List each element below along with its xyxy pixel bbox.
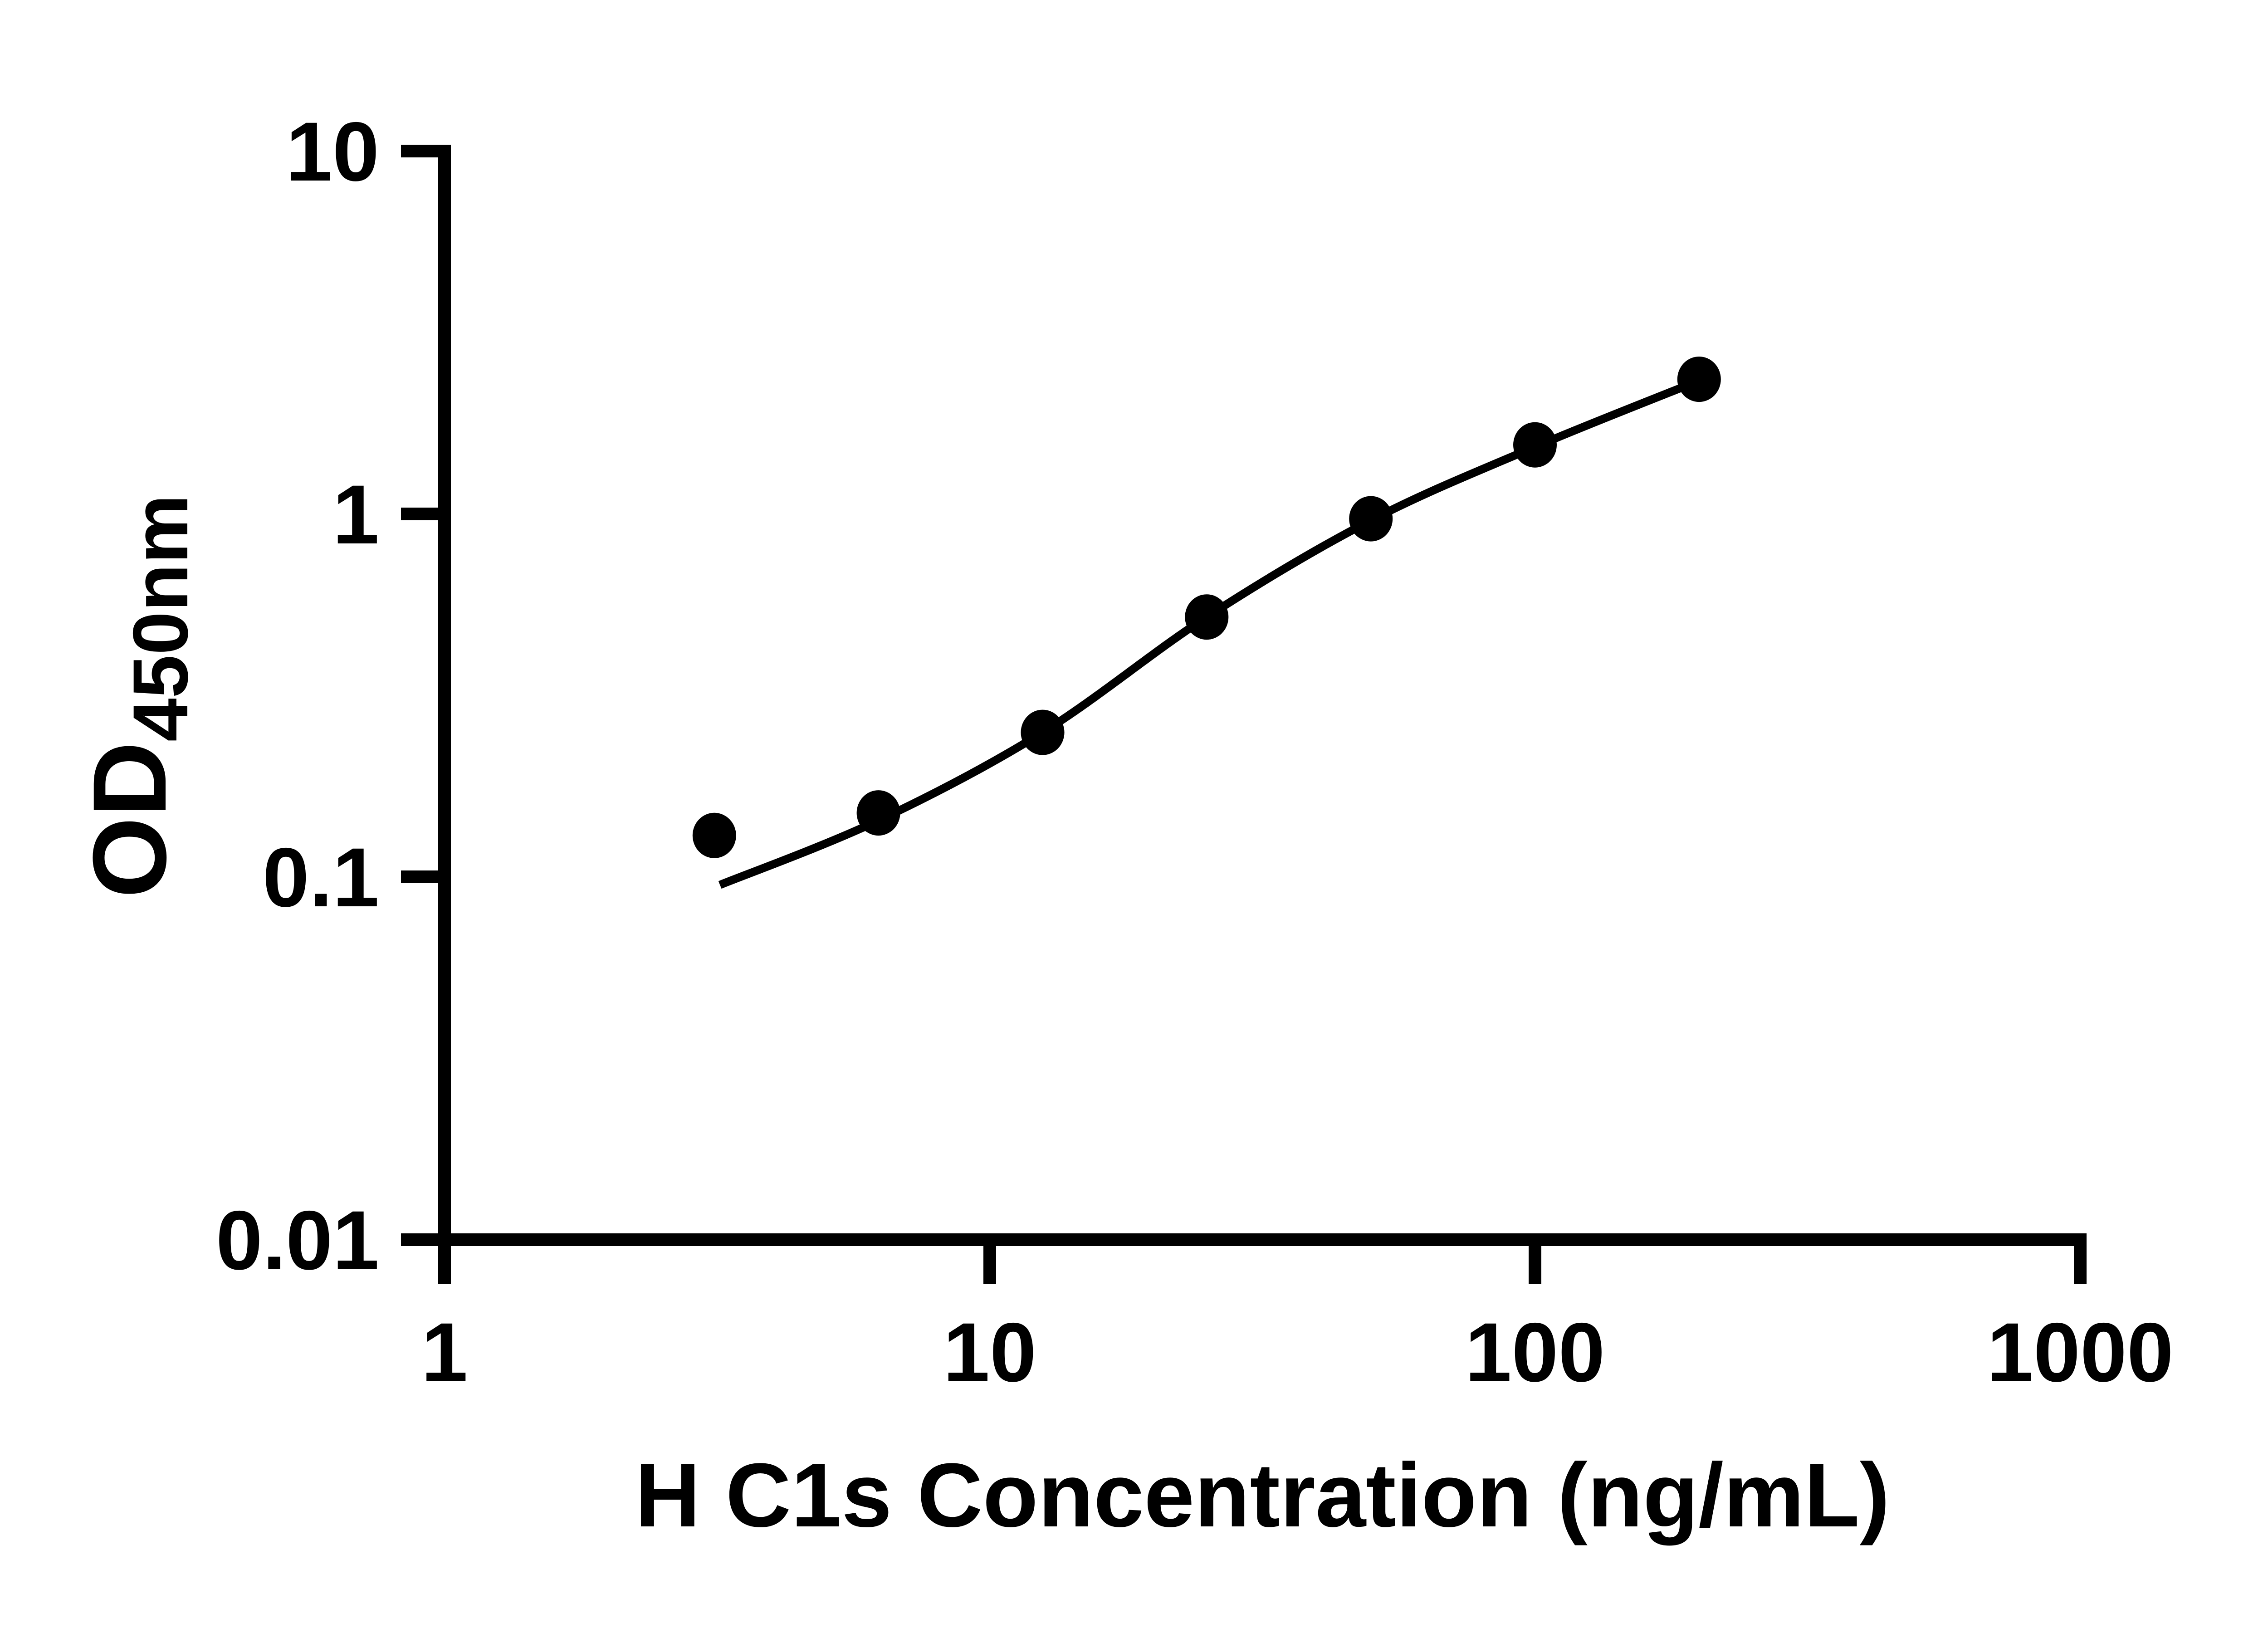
data-point <box>1021 709 1065 755</box>
axis-tick-labels: 10 1 0.1 0.01 1 10 100 1000 <box>216 105 2174 1399</box>
data-point <box>1349 496 1393 542</box>
data-point <box>856 790 900 836</box>
x-axis-title: H C1s Concentration (ng/mL) <box>635 1445 1890 1546</box>
y-axis-title: OD450nm <box>71 494 204 898</box>
axis-ticks <box>401 145 2087 1284</box>
x-tick-label: 1 <box>421 1306 468 1399</box>
data-point <box>1185 594 1229 640</box>
x-tick-label: 100 <box>1465 1306 1605 1399</box>
axes <box>401 145 2087 1284</box>
y-axis-title-subscript: 450nm <box>117 494 204 742</box>
x-tick-label: 10 <box>943 1306 1036 1399</box>
y-tick-label: 0.01 <box>216 1194 379 1287</box>
y-tick-label: 0.1 <box>263 831 379 924</box>
data-point <box>692 812 736 858</box>
data-point <box>1677 357 1721 402</box>
y-axis-title-main: OD <box>71 742 188 898</box>
y-tick-label: 1 <box>332 468 379 562</box>
y-tick-label: 10 <box>286 105 379 199</box>
data-point <box>1513 422 1557 468</box>
data-points <box>692 357 1721 858</box>
x-tick-label: 1000 <box>1987 1306 2174 1399</box>
